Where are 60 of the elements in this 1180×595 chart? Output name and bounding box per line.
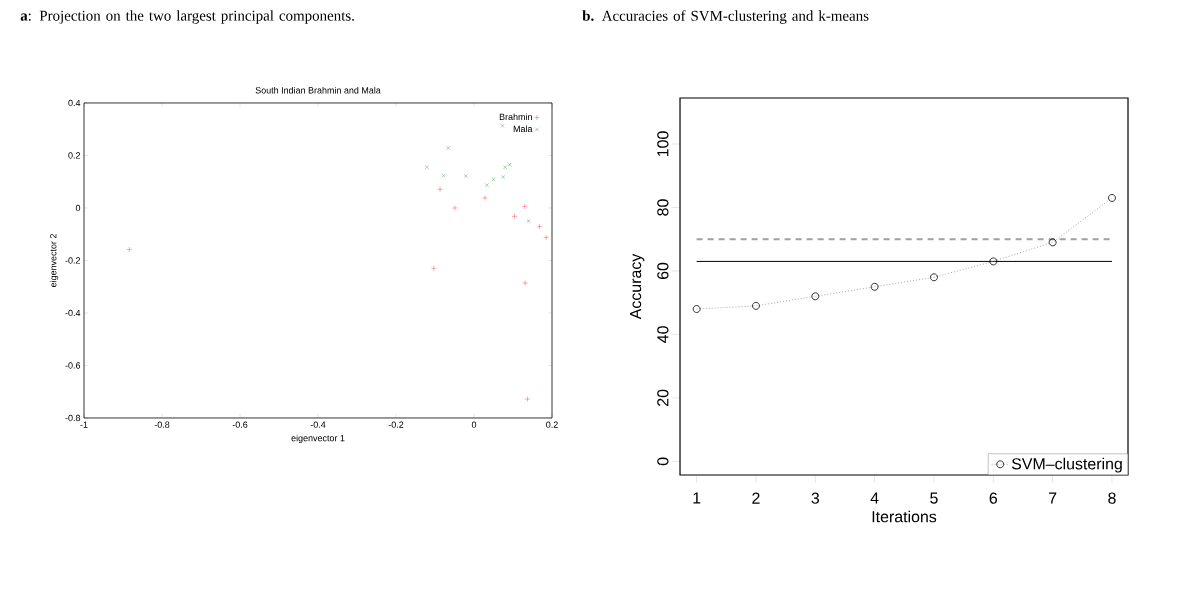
point [511,213,518,220]
point [437,186,443,193]
point [507,162,512,167]
point [452,205,458,211]
x-tick-label: 7 [1049,492,1057,504]
y-tick-label: 0 [657,457,669,466]
point [431,265,437,272]
y-tick-label: 60 [657,262,669,279]
x-tick-label: -0.8 [154,421,170,428]
x-tick-label: 4 [870,492,879,504]
point [536,223,543,230]
x-tick-label: 0 [471,421,477,428]
y-tick-label: 0.4 [68,99,81,107]
y-tick-label: -0.4 [65,309,81,317]
x-tick-label: 6 [989,492,998,504]
x-tick-label: 5 [930,492,938,504]
y-tick-label: -0.8 [65,414,81,422]
x-axis-title: eigenvector 1 [291,434,345,444]
point [501,174,506,180]
point [441,173,446,178]
y-tick-label: 20 [657,389,669,406]
x-tick-label: 8 [1108,492,1116,504]
point [463,173,468,178]
point [446,145,451,150]
y-tick-label: 100 [657,131,669,157]
point [424,165,429,170]
x-tick-label: -1 [80,421,88,428]
legend-label: Brahmin [499,113,532,121]
y-axis-title: eigenvector 2 [49,234,59,288]
y-tick-label: 80 [657,199,669,216]
point [484,183,489,188]
x-tick-label: 3 [811,492,820,504]
point [526,219,531,224]
x-tick-label: -0.4 [310,421,326,428]
legend-label: Mala [513,125,533,133]
y-tick-label: -0.2 [65,257,81,264]
x-tick-label: 1 [693,492,701,504]
point [521,203,528,210]
y-tick-label: 0 [75,204,81,212]
x-tick-label: 2 [752,492,760,504]
y-tick-label: 0.2 [68,152,81,159]
chart-title: South Indian Brahmin and Mala [255,86,381,94]
x-tick-label: 0.2 [546,421,558,428]
point [524,396,531,402]
text: b. Accuracies of SVM-clustering and k-means [582,10,869,24]
point [126,246,132,253]
legend-label: SVM–clustering [1011,457,1122,473]
y-axis-title: Accuracy [630,253,645,320]
point [491,177,496,182]
point [503,165,508,170]
y-tick-label: 40 [657,326,669,343]
x-tick-label: -0.2 [388,421,404,428]
x-axis-title: Iterations [872,510,937,523]
point [500,123,505,128]
x-tick-label: -0.6 [232,421,248,428]
text: a: Projection on the two largest principal components. [20,10,354,24]
y-tick-label: -0.6 [65,362,81,369]
point [543,234,549,241]
point [522,280,528,286]
point [482,195,488,201]
